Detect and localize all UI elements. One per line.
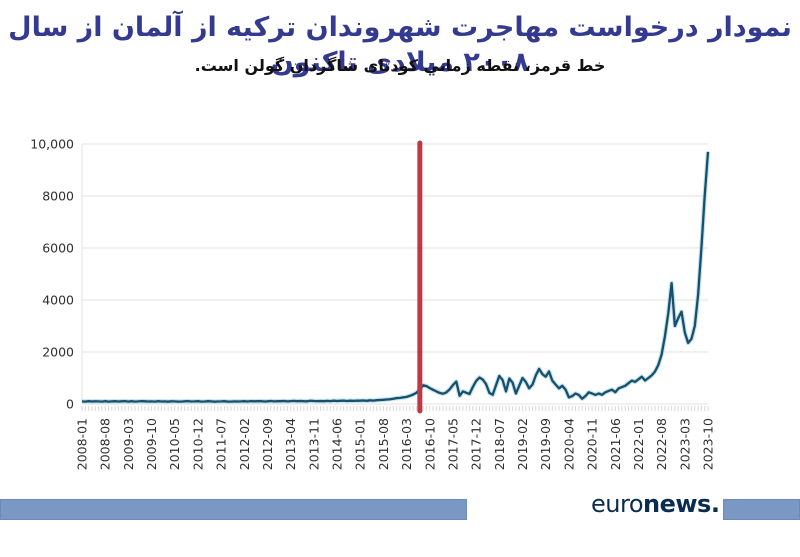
x-tick-label: 2017-05 (445, 418, 460, 470)
footer-banner-left (0, 499, 467, 520)
y-tick-label: 6000 (42, 241, 74, 256)
x-tick-label: 2017-12 (469, 418, 484, 470)
x-tick-label: 2021-06 (608, 418, 623, 470)
x-tick-label: 2022-01 (631, 418, 646, 470)
y-tick-label: 8000 (42, 189, 74, 204)
x-tick-label: 2016-03 (399, 418, 414, 470)
footer-banner-right (723, 499, 800, 520)
x-tick-label: 2023-10 (701, 418, 716, 470)
chart-title: نمودار درخواست مهاجرت شهروندان ترکیه از … (8, 12, 792, 79)
x-tick-label: 2019-02 (515, 418, 530, 470)
euronews-logo-news: news. (643, 490, 720, 518)
x-tick-label: 2010-05 (167, 418, 182, 470)
x-tick-label: 2012-09 (260, 418, 275, 470)
x-tick-label: 2013-04 (283, 418, 298, 470)
x-tick-label: 2015-08 (376, 418, 391, 470)
y-tick-label: 2000 (42, 345, 74, 360)
x-tick-label: 2014-06 (330, 418, 345, 470)
x-tick-label: 2016-10 (422, 418, 437, 470)
x-tick-label: 2020-04 (561, 418, 576, 470)
y-tick-label: 10,000 (30, 137, 74, 152)
euronews-logo-euro: euro (591, 490, 644, 518)
x-tick-label: 2008-08 (98, 418, 113, 470)
x-tick-label: 2009-10 (144, 418, 159, 470)
x-tick-label: 2018-07 (492, 418, 507, 470)
x-tick-label: 2010-12 (190, 418, 205, 470)
y-tick-label: 0 (66, 397, 74, 412)
x-tick-label: 2013-11 (306, 418, 321, 470)
y-tick-label: 4000 (42, 293, 74, 308)
euronews-logo: euronews. (591, 490, 720, 518)
x-tick-label: 2008-01 (75, 418, 90, 470)
x-tick-label: 2019-09 (538, 418, 553, 470)
data-line-halo (81, 151, 711, 404)
chart-subtitle: خط قرمز، نقطه زمانی کودتای شاگردان گولن … (194, 56, 606, 75)
x-tick-label: 2023-03 (677, 418, 692, 470)
x-tick-label: 2022-08 (654, 418, 669, 470)
x-tick-label: 2020-11 (585, 418, 600, 470)
x-tick-label: 2015-01 (353, 418, 368, 470)
x-tick-label: 2011-07 (214, 418, 229, 470)
x-tick-label: 2012-02 (237, 418, 252, 470)
data-line (81, 151, 710, 403)
x-tick-label: 2009-03 (121, 418, 136, 470)
